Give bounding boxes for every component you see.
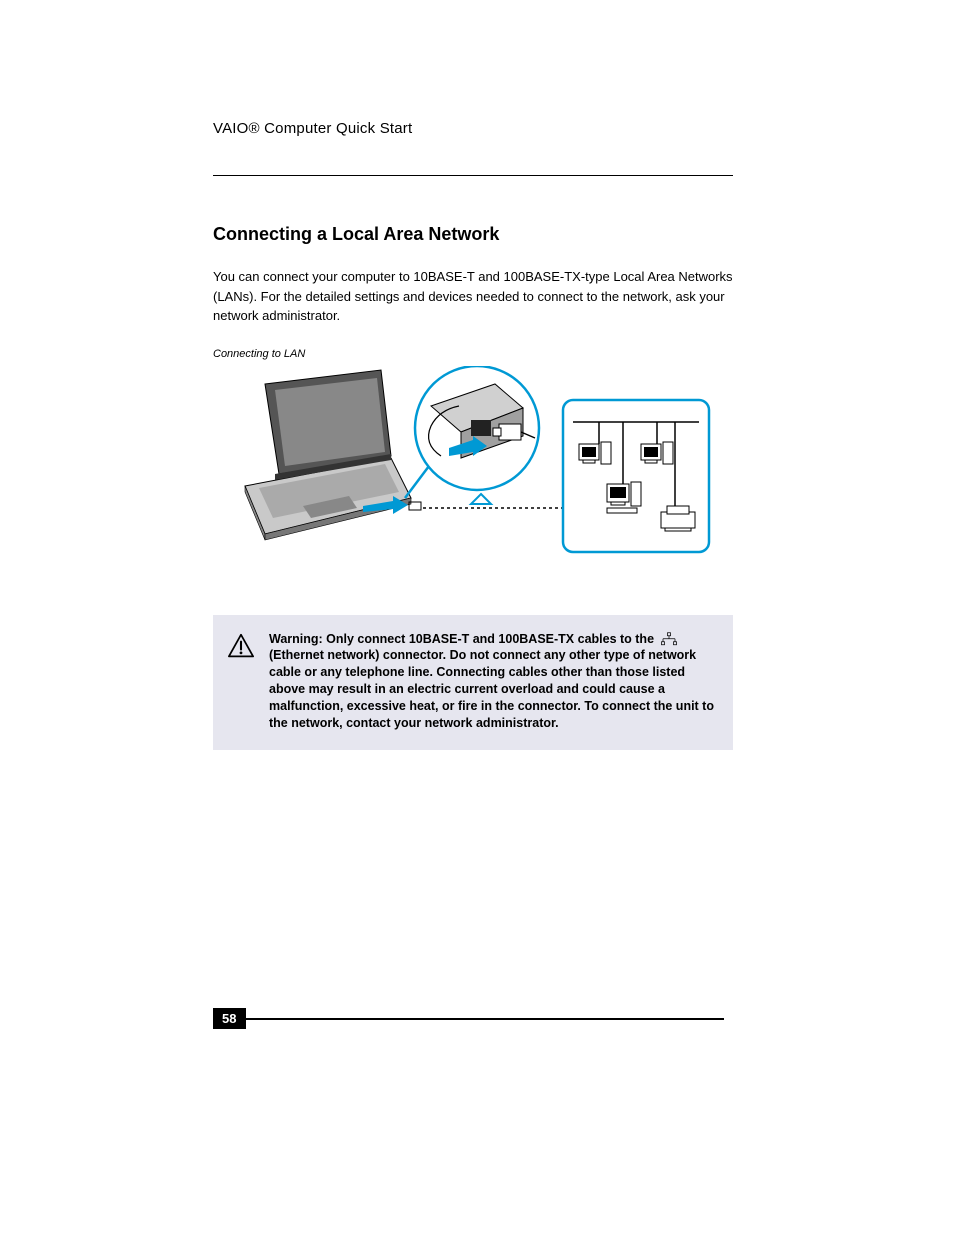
warning-box: Warning: Only connect 10BASE-T and 100BA… <box>213 615 733 750</box>
ethernet-icon <box>660 632 678 646</box>
section-title: Connecting a Local Area Network <box>213 224 733 245</box>
warning-suffix: (Ethernet network) connector. Do not con… <box>269 648 714 730</box>
desktop-icon <box>579 442 611 464</box>
warning-prefix: Warning: Only connect 10BASE-T and 100BA… <box>269 632 658 646</box>
figure-caption: Connecting to LAN <box>213 348 733 360</box>
warning-icon <box>227 631 255 732</box>
desktop-icon <box>607 482 641 513</box>
footer-rule <box>242 1018 724 1020</box>
lan-connection-diagram <box>213 366 713 596</box>
header-rule <box>213 175 733 176</box>
open-arrow-icon <box>471 494 491 504</box>
page-number: 58 <box>213 1008 246 1029</box>
network-box <box>563 400 709 552</box>
desktop-icon <box>641 442 673 464</box>
warning-text: Warning: Only connect 10BASE-T and 100BA… <box>269 631 719 732</box>
page-footer: 58 <box>213 1008 733 1029</box>
laptop-icon <box>245 370 411 540</box>
body-paragraph: You can connect your computer to 10BASE-… <box>213 267 733 326</box>
guide-title: VAIO® Computer Quick Start <box>213 120 733 137</box>
port-detail-callout <box>405 366 539 498</box>
